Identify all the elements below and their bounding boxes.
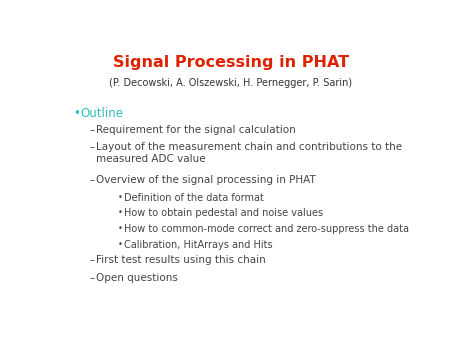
Text: –: – <box>90 125 94 135</box>
Text: Layout of the measurement chain and contributions to the
measured ADC value: Layout of the measurement chain and cont… <box>96 142 402 164</box>
Text: –: – <box>90 175 94 185</box>
Text: •: • <box>117 209 122 217</box>
Text: Open questions: Open questions <box>96 273 178 283</box>
Text: •: • <box>117 240 122 249</box>
Text: Requirement for the signal calculation: Requirement for the signal calculation <box>96 125 296 135</box>
Text: –: – <box>90 273 94 283</box>
Text: Signal Processing in PHAT: Signal Processing in PHAT <box>112 55 349 70</box>
Text: First test results using this chain: First test results using this chain <box>96 255 266 265</box>
Text: Overview of the signal processing in PHAT: Overview of the signal processing in PHA… <box>96 175 316 185</box>
Text: –: – <box>90 142 94 152</box>
Text: •: • <box>117 224 122 233</box>
Text: •: • <box>73 107 80 120</box>
Text: Outline: Outline <box>80 107 123 120</box>
Text: Definition of the data format: Definition of the data format <box>124 193 264 203</box>
Text: –: – <box>90 255 94 265</box>
Text: How to obtain pedestal and noise values: How to obtain pedestal and noise values <box>124 209 324 218</box>
Text: How to common-mode correct and zero-suppress the data: How to common-mode correct and zero-supp… <box>124 224 409 234</box>
Text: Calibration, HitArrays and Hits: Calibration, HitArrays and Hits <box>124 240 273 250</box>
Text: (P. Decowski, A. Olszewski, H. Pernegger, P. Sarin): (P. Decowski, A. Olszewski, H. Pernegger… <box>109 78 352 88</box>
Text: •: • <box>117 193 122 202</box>
